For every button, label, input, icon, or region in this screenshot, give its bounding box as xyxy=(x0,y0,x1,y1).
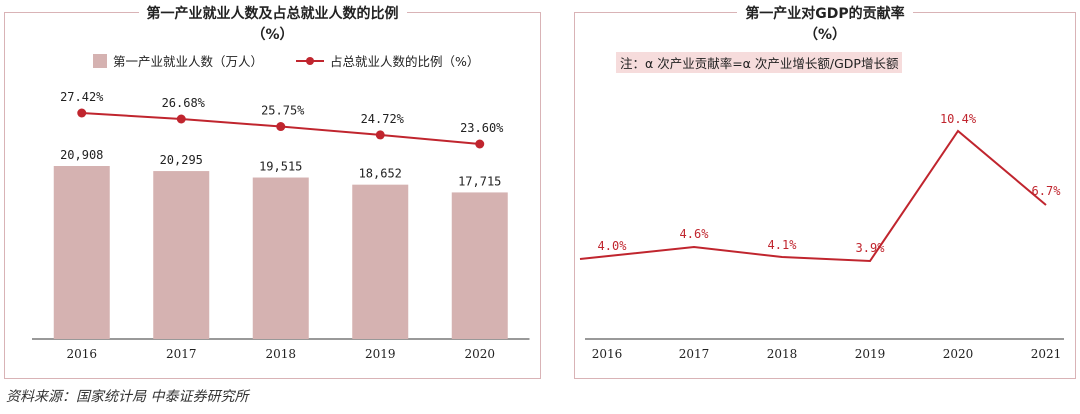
gdp-point-label: 4.1% xyxy=(768,238,798,252)
employment-bar-label: 20,295 xyxy=(160,153,203,167)
ratio-point xyxy=(276,122,286,132)
employment-bar-label: 19,515 xyxy=(259,160,302,174)
right-x-tick-label: 2019 xyxy=(855,347,886,361)
gdp-point-label: 4.0% xyxy=(598,239,628,253)
right-x-tick-label: 2017 xyxy=(679,347,710,361)
employment-bar xyxy=(153,171,210,339)
gdp-chart-title-block: 第一产业对GDP的贡献率 （%） xyxy=(575,4,1075,46)
gdp-point-label: 10.4% xyxy=(940,112,977,126)
gdp-point-label: 6.7% xyxy=(1032,184,1062,198)
employment-bar-label: 20,908 xyxy=(60,148,103,162)
right-x-tick-label: 2021 xyxy=(1031,347,1062,361)
ratio-point-label: 27.42% xyxy=(60,90,104,104)
employment-bar-label: 17,715 xyxy=(458,174,501,188)
ratio-point-label: 25.75% xyxy=(261,104,305,118)
ratio-point-label: 23.60% xyxy=(460,121,504,135)
left-x-tick-label: 2016 xyxy=(66,347,97,361)
employment-chart-subtitle: （%） xyxy=(243,27,302,43)
ratio-point xyxy=(176,114,186,124)
gdp-chart-subtitle: （%） xyxy=(795,27,855,43)
ratio-point xyxy=(375,130,385,140)
ratio-point-label: 26.68% xyxy=(162,96,206,110)
employment-bar xyxy=(252,177,309,339)
legend-line-marker xyxy=(306,57,314,65)
employment-chart-title-block: 第一产业就业人数及占总就业人数的比例 （%） xyxy=(5,4,540,46)
employment-bar xyxy=(53,166,110,339)
gdp-chart-title: 第一产业对GDP的贡献率 xyxy=(737,6,913,22)
gdp-chart-note: 注：α 次产业贡献率=α 次产业增长额/GDP增长额 xyxy=(616,52,903,73)
right-x-tick-label: 2018 xyxy=(767,347,798,361)
gdp-point-label: 3.9% xyxy=(856,241,886,255)
legend-bar-swatch xyxy=(93,54,107,68)
employment-chart-panel: 第一产业就业人数及占总就业人数的比例 （%） xyxy=(4,6,541,379)
legend-bar-label: 第一产业就业人数（万人） xyxy=(113,54,263,69)
employment-chart-title: 第一产业就业人数及占总就业人数的比例 xyxy=(138,6,407,22)
employment-bar xyxy=(451,192,508,339)
gdp-contribution-panel: 第一产业对GDP的贡献率 （%） xyxy=(574,6,1076,379)
ratio-point xyxy=(77,108,87,118)
ratio-point xyxy=(475,139,485,149)
source-text: 资料来源：国家统计局 中泰证券研究所 xyxy=(6,389,249,405)
left-x-tick-label: 2019 xyxy=(365,347,396,361)
employment-bar-label: 18,652 xyxy=(359,167,402,181)
left-x-tick-label: 2020 xyxy=(464,347,495,361)
employment-bar xyxy=(352,184,409,339)
gdp-point-label: 4.6% xyxy=(680,227,710,241)
gdp-contribution-line xyxy=(579,129,1047,263)
legend-line-label: 占总就业人数的比例（%） xyxy=(330,54,479,69)
left-x-tick-label: 2018 xyxy=(265,347,296,361)
right-x-tick-label: 2016 xyxy=(592,347,623,361)
left-x-tick-label: 2017 xyxy=(166,347,197,361)
ratio-point-label: 24.72% xyxy=(361,112,405,126)
right-x-tick-label: 2020 xyxy=(943,347,974,361)
